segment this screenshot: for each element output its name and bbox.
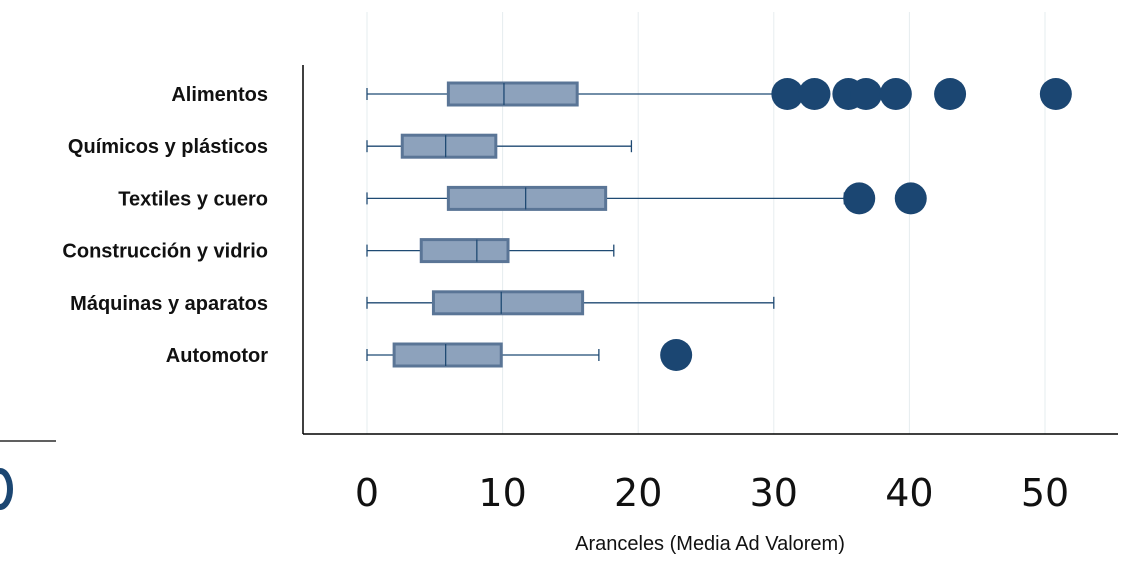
outlier-point	[879, 78, 912, 110]
x-tick-labels: 0 10 20 30 40 50	[355, 471, 1069, 515]
category-label: Alimentos	[171, 84, 268, 106]
outlier-point	[850, 78, 883, 110]
box-row	[366, 238, 615, 264]
x-tick-label: 50	[1021, 471, 1069, 515]
iqr-box	[419, 238, 510, 264]
box-row	[366, 182, 927, 215]
box-row	[366, 290, 775, 316]
x-tick-label: 30	[750, 471, 798, 515]
box-row	[366, 133, 633, 159]
iqr-box	[400, 133, 498, 159]
category-labels: Alimentos Químicos y plásticos Textiles y …	[62, 84, 268, 367]
outlier-point	[934, 78, 967, 110]
x-tick-label: 10	[478, 471, 526, 515]
x-tick-label: 0	[355, 471, 379, 515]
iqr-box	[431, 290, 585, 316]
outlier-point	[894, 182, 927, 215]
iqr-box	[446, 185, 608, 211]
iqr-box	[392, 342, 503, 368]
category-label: Químicos y plásticos	[68, 136, 268, 158]
grid-lines	[366, 12, 1046, 434]
outlier-point	[843, 182, 876, 215]
category-label: Automotor	[166, 345, 268, 367]
outlier-point	[1039, 78, 1072, 110]
x-axis-title: Aranceles (Media Ad Valorem)	[575, 533, 845, 555]
boxes	[366, 78, 1072, 371]
iqr-box	[446, 81, 579, 107]
x-tick-label: 40	[885, 471, 933, 515]
outlier-point	[798, 78, 831, 110]
box-row	[366, 339, 693, 371]
x-tick-label: 20	[614, 471, 662, 515]
category-label: Construcción y vidrio	[62, 241, 268, 263]
category-label: Textiles y cuero	[118, 188, 268, 210]
box-row	[366, 78, 1072, 110]
left-fragment-glyph	[0, 468, 13, 510]
outlier-point	[771, 78, 804, 110]
outlier-point	[660, 339, 693, 371]
category-label: Máquinas y aparatos	[70, 293, 268, 315]
